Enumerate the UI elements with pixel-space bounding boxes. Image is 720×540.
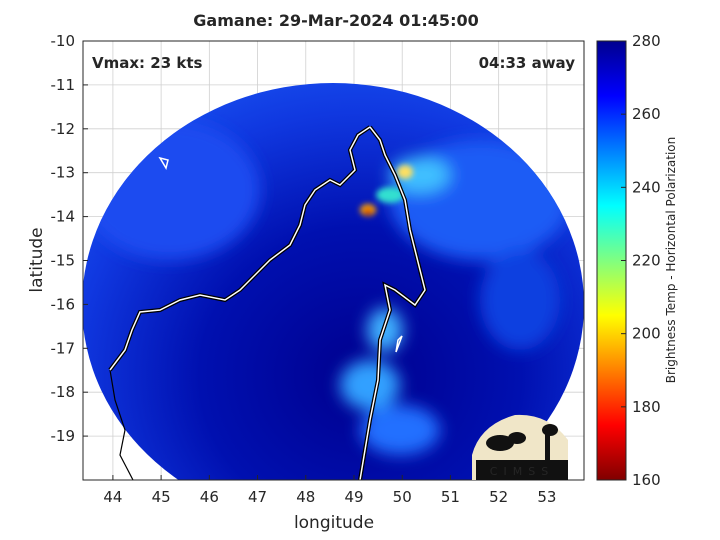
ticks: 44 45 46 47 48 49 50 51 52 53 -10 -11 -12 -13 -14 -15 -1… [51, 32, 557, 506]
y-tick-label: -18 [51, 383, 76, 401]
colorbar-tick-label: 280 [632, 32, 661, 50]
logo: CIMSS [472, 414, 568, 480]
x-tick-label: 47 [248, 488, 267, 506]
x-tick-label: 49 [344, 488, 363, 506]
y-tick-label: -14 [51, 208, 76, 226]
y-tick-label: -17 [51, 339, 76, 357]
logo-text: CIMSS [490, 465, 554, 478]
title: Gamane: 29-Mar-2024 01:45:00 [193, 11, 478, 30]
x-tick-label: 45 [152, 488, 171, 506]
y-tick-label: -15 [51, 252, 76, 270]
colorbar-tick-label: 160 [632, 471, 661, 489]
x-tick-label: 51 [441, 488, 460, 506]
colorbar-label: Brightness Temp - Horizontal Polarizatio… [664, 137, 678, 384]
y-tick-label: -12 [51, 120, 76, 138]
vmax-annotation: Vmax: 23 kts [92, 54, 202, 72]
x-tick-label: 50 [393, 488, 412, 506]
x-tick-label: 46 [200, 488, 219, 506]
y-axis-label: latitude [27, 227, 47, 292]
time-annotation: 04:33 away [479, 54, 576, 72]
y-tick-label: -10 [51, 32, 76, 50]
x-axis-label: longitude [294, 513, 374, 533]
x-tick-label: 44 [103, 488, 122, 506]
y-tick-label: -19 [51, 427, 76, 445]
colorbar-tick-label: 220 [632, 252, 661, 270]
colorbar-tick-label: 240 [632, 178, 661, 196]
colorbar-tick-label: 200 [632, 325, 661, 343]
x-tick-label: 53 [537, 488, 556, 506]
x-tick-label: 48 [296, 488, 315, 506]
x-tick-label: 52 [489, 488, 508, 506]
satellite-image [83, 83, 584, 480]
colorbar-tick-label: 180 [632, 398, 661, 416]
y-tick-label: -16 [51, 295, 76, 313]
y-tick-label: -13 [51, 164, 76, 182]
y-tick-label: -11 [51, 76, 76, 94]
colorbar-tick-label: 260 [632, 105, 661, 123]
